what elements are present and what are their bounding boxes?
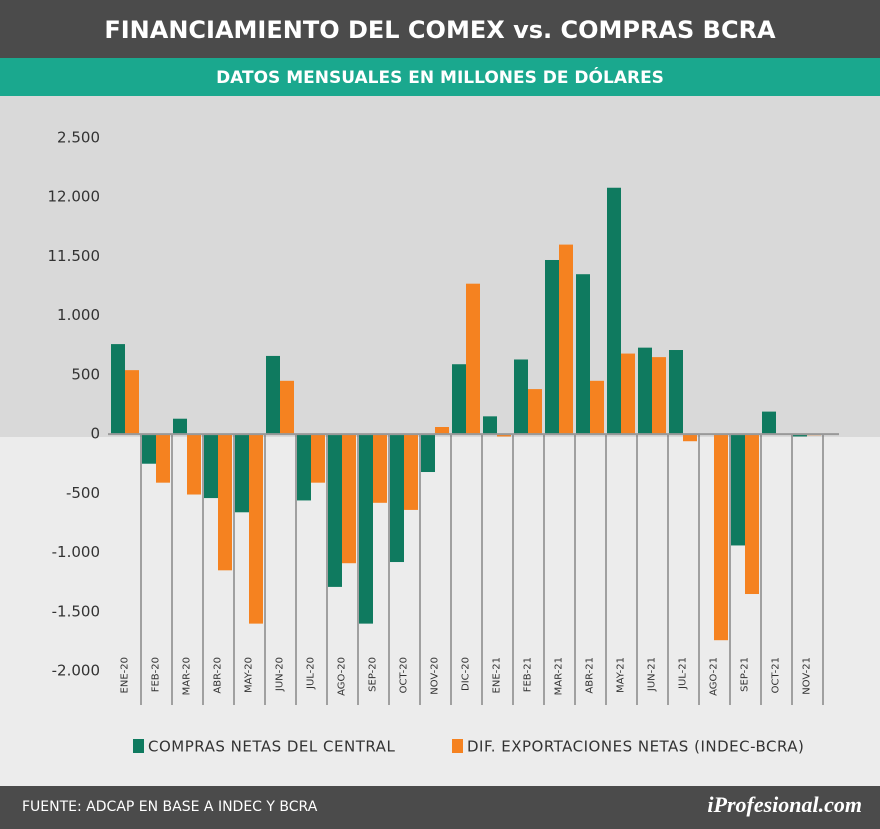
x-tick-label: ABR-20: [213, 657, 224, 694]
x-tick-label: JUL-21: [678, 657, 689, 690]
bar: [497, 434, 511, 437]
bar: [545, 259, 559, 435]
bar: [266, 355, 280, 435]
bar: [342, 434, 356, 564]
footer: [0, 786, 880, 829]
bar: [404, 434, 418, 510]
x-tick-label: MAY-21: [616, 657, 627, 693]
bar: [745, 434, 759, 595]
legend-label: DIF. EXPORTACIONES NETAS (INDEC-BCRA): [467, 738, 804, 756]
x-tick-label: OCT-21: [771, 657, 782, 693]
x-tick-label: SEP-20: [368, 657, 379, 692]
y-tick-label: 12.000: [48, 188, 101, 206]
bar: [173, 418, 187, 435]
bar: [559, 244, 573, 435]
bar: [638, 347, 652, 435]
y-tick-label: 1.000: [57, 306, 100, 324]
bar: [452, 364, 466, 435]
bar: [421, 434, 435, 473]
x-tick-label: AGO-21: [709, 657, 720, 696]
x-tick-label: AGO-20: [337, 657, 348, 696]
bar: [311, 434, 325, 483]
upper-background: [0, 96, 880, 437]
bar: [249, 434, 263, 624]
x-tick-label: MAR-21: [554, 657, 565, 695]
x-tick-label: OCT-20: [399, 657, 410, 693]
bar: [218, 434, 232, 571]
legend-label: COMPRAS NETAS DEL CENTRAL: [148, 738, 395, 756]
header: [0, 0, 880, 58]
bar: [483, 416, 497, 435]
chart-title: FINANCIAMIENTO DEL COMEX vs. COMPRAS BCR…: [104, 16, 776, 44]
bar: [590, 380, 604, 435]
bar: [528, 389, 542, 435]
x-tick-label: ABR-21: [585, 657, 596, 694]
bar: [297, 434, 311, 501]
x-tick-label: MAR-20: [182, 657, 193, 695]
x-tick-label: NOV-21: [802, 657, 813, 695]
bar: [652, 357, 666, 435]
y-tick-label: -1.000: [52, 543, 100, 561]
bar: [793, 434, 807, 437]
y-tick-label: 500: [71, 365, 100, 383]
bar: [731, 434, 745, 546]
subheader: [0, 58, 880, 96]
bar: [187, 434, 201, 495]
x-tick-label: JUN-21: [647, 657, 658, 692]
bar: [111, 344, 125, 435]
bar: [359, 434, 373, 624]
source: FUENTE: ADCAP EN BASE A INDEC Y BCRA: [22, 799, 318, 815]
bar: [514, 359, 528, 435]
legend-swatch: [452, 739, 463, 753]
x-tick-label: JUL-20: [306, 657, 317, 690]
bar: [390, 434, 404, 563]
y-tick-label: -2.000: [52, 662, 100, 680]
bar: [714, 434, 728, 641]
y-tick-label: 2.500: [57, 129, 100, 147]
bar: [576, 274, 590, 435]
x-tick-label: MAY-20: [244, 657, 255, 693]
y-tick-label: -500: [66, 484, 100, 502]
bar: [328, 434, 342, 587]
bar: [466, 283, 480, 435]
x-tick-label: DIC-20: [461, 657, 472, 691]
x-tick-label: ENE-21: [492, 657, 503, 693]
bar: [125, 370, 139, 435]
bar: [762, 411, 776, 435]
bar: [373, 434, 387, 503]
y-tick-label: 11.500: [48, 247, 101, 265]
bar: [607, 187, 621, 435]
brand: iProfesional.com: [707, 792, 862, 817]
y-tick-label: 0: [90, 425, 100, 443]
bar: [669, 350, 683, 435]
bar: [683, 434, 697, 442]
x-tick-label: SEP-21: [740, 657, 751, 692]
bar: [235, 434, 249, 513]
x-tick-label: JUN-20: [275, 657, 286, 692]
x-tick-label: FEB-21: [523, 657, 534, 692]
bar: [435, 427, 449, 435]
x-tick-label: NOV-20: [430, 657, 441, 695]
legend-swatch: [133, 739, 144, 753]
chart-subtitle: DATOS MENSUALES EN MILLONES DE DÓLARES: [216, 66, 664, 88]
bar: [204, 434, 218, 499]
bar: [156, 434, 170, 483]
x-tick-label: FEB-20: [151, 657, 162, 692]
bar: [142, 434, 156, 464]
bar: [621, 353, 635, 435]
x-tick-label: ENE-20: [120, 657, 131, 693]
y-tick-label: -1.500: [52, 602, 100, 620]
bar: [280, 380, 294, 435]
